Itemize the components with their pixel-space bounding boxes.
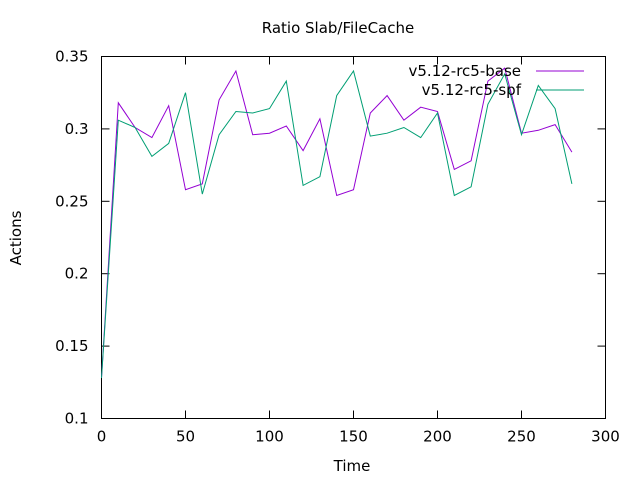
x-tick-label: 50 [176,428,195,446]
x-tick-label: 250 [507,428,536,446]
x-tick-label: 0 [97,428,107,446]
series-line-1 [101,69,573,379]
chart-title: Ratio Slab/FileCache [262,19,414,37]
y-tick-label: 0.15 [55,337,88,355]
legend-label: v5.12-rc5-base [409,62,522,80]
y-tick-label: 0.35 [55,48,88,66]
axis-ticks: 0 50 100 150 200 250 300 0.1 0.15 0.2 0.25 0.3 0.35 [55,48,620,446]
y-tick-label: 0.2 [65,265,89,283]
series-line-0 [101,67,573,379]
x-tick-label: 150 [339,428,368,446]
x-tick-label: 100 [255,428,284,446]
y-tick-label: 0.3 [65,120,89,138]
y-axis-label: Actions [7,210,25,265]
y-tick-label: 0.25 [55,192,88,210]
x-tick-label: 300 [591,428,620,446]
x-axis-label: Time [333,457,371,475]
x-tick-label: 200 [423,428,452,446]
y-tick-label: 0.1 [65,410,89,428]
series-lines [101,67,573,379]
legend-label: v5.12-rc5-spf [422,81,522,99]
